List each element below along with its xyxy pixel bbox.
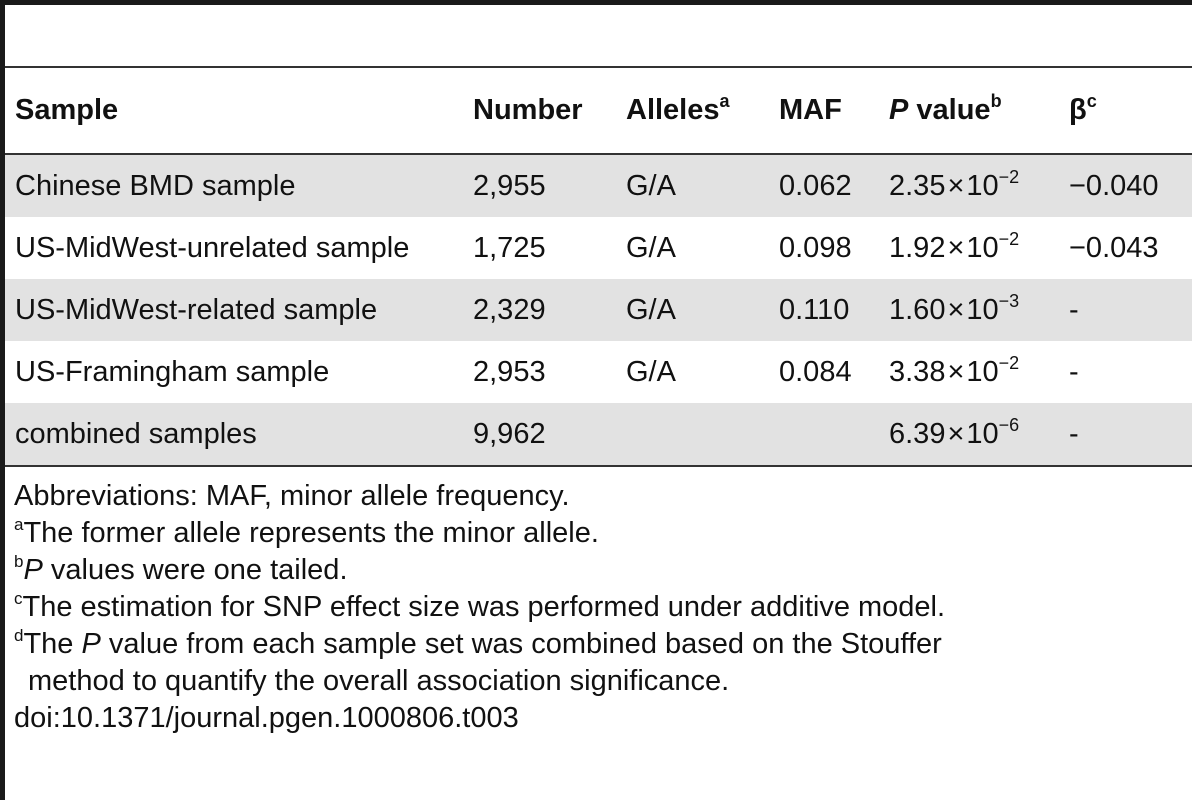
footnote-d: dThe P value from each sample set was co… [14,626,942,660]
left-border-rule [0,0,5,800]
cell-alleles: G/A [616,154,769,217]
cell-alleles: G/A [616,279,769,341]
header-alleles: Allelesa [626,91,730,126]
cell-beta: −0.043 [1059,217,1192,279]
cell-pvalue: 6.39×10−6 [879,403,1059,466]
cell-sample: Chinese BMD sample [5,154,463,217]
cell-number: 2,329 [463,279,616,341]
cell-sample: US-MidWest-related sample [5,279,463,341]
cell-beta: −0.040 [1059,154,1192,217]
cell-maf: 0.062 [769,154,879,217]
header-number: Number [473,94,583,126]
cell-maf: 0.098 [769,217,879,279]
table-row: Chinese BMD sample 2,955 G/A 0.062 2.35×… [5,154,1192,217]
cell-alleles [616,403,769,466]
cell-maf [769,403,879,466]
cell-pvalue: 1.60×10−3 [879,279,1059,341]
footnote-c: cThe estimation for SNP effect size was … [14,589,946,623]
footnote-b: bP values were one tailed. [14,552,348,586]
footnote-d-continued: method to quantify the overall associati… [28,665,730,697]
cell-pvalue: 2.35×10−2 [879,154,1059,217]
cell-alleles: G/A [616,217,769,279]
header-beta: βc [1069,91,1097,126]
top-border-rule [5,0,1192,5]
cell-number: 2,953 [463,341,616,403]
results-table: Sample Number Allelesa MAF P valueb βc C… [5,66,1192,467]
results-table-container: Sample Number Allelesa MAF P valueb βc C… [5,66,1192,467]
cell-beta: - [1059,403,1192,466]
table-footnotes: Abbreviations: MAF, minor allele frequen… [14,478,1184,737]
cell-pvalue: 1.92×10−2 [879,217,1059,279]
cell-pvalue: 3.38×10−2 [879,341,1059,403]
cell-maf: 0.110 [769,279,879,341]
table-row: US-MidWest-unrelated sample 1,725 G/A 0.… [5,217,1192,279]
cell-maf: 0.084 [769,341,879,403]
table-row: combined samples 9,962 6.39×10−6 - [5,403,1192,466]
header-maf: MAF [779,94,842,126]
doi-link[interactable]: doi:10.1371/journal.pgen.1000806.t003 [14,702,519,734]
cell-sample: US-Framingham sample [5,341,463,403]
table-header-row: Sample Number Allelesa MAF P valueb βc [5,67,1192,154]
cell-number: 1,725 [463,217,616,279]
cell-beta: - [1059,341,1192,403]
cell-number: 9,962 [463,403,616,466]
cell-beta: - [1059,279,1192,341]
cell-alleles: G/A [616,341,769,403]
footnote-abbreviations: Abbreviations: MAF, minor allele frequen… [14,480,570,512]
cell-number: 2,955 [463,154,616,217]
footnote-a: aThe former allele represents the minor … [14,515,599,549]
header-sample: Sample [15,94,119,126]
cell-sample: combined samples [5,403,463,466]
table-row: US-Framingham sample 2,953 G/A 0.084 3.3… [5,341,1192,403]
cell-sample: US-MidWest-unrelated sample [5,217,463,279]
table-row: US-MidWest-related sample 2,329 G/A 0.11… [5,279,1192,341]
header-pvalue: P valueb [889,91,1002,126]
